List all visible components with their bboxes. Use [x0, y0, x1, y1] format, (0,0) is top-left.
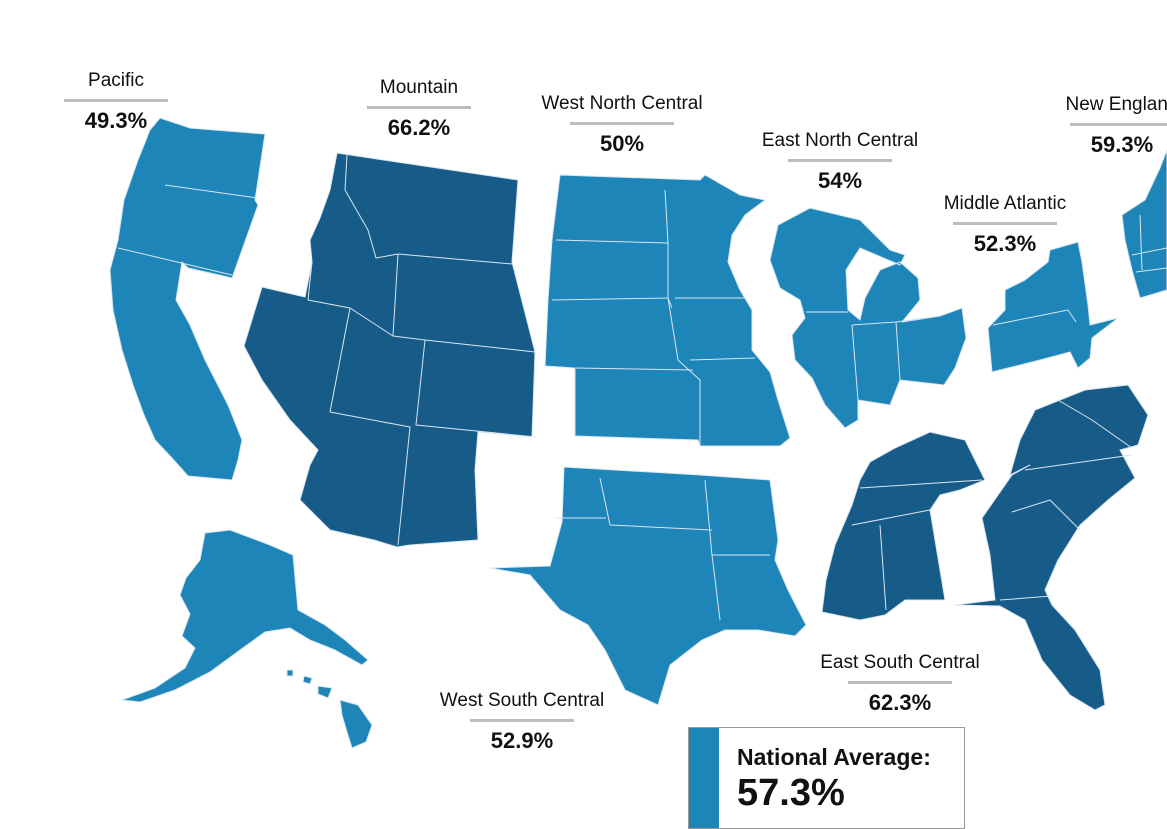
state-shape — [121, 529, 369, 703]
region-value: 54% — [817, 168, 863, 193]
divider — [953, 222, 1057, 225]
region-name: West North Central — [541, 93, 703, 114]
divider — [470, 719, 574, 722]
national-average-color-bar — [689, 728, 719, 828]
divider — [570, 122, 674, 125]
region-name: West South Central — [439, 690, 605, 711]
region-east-north-central — [769, 207, 967, 429]
region-value: 59.3% — [1090, 132, 1154, 157]
region-value: 52.9% — [490, 728, 554, 753]
divider — [367, 106, 471, 109]
region-value: 52.3% — [973, 231, 1037, 256]
region-name: Mountain — [379, 77, 459, 98]
region-value: 50% — [599, 131, 645, 156]
label-middle-atlantic: Middle Atlantic 52.3% — [925, 193, 1085, 257]
divider — [1070, 123, 1167, 126]
region-name: East South Central — [820, 652, 980, 673]
region-middle-atlantic — [987, 241, 1119, 373]
label-mountain: Mountain 66.2% — [359, 77, 479, 141]
state-shape — [987, 241, 1119, 373]
state-shape — [544, 174, 791, 447]
region-name: Pacific — [88, 70, 144, 91]
region-mountain — [243, 152, 537, 548]
state-shape — [243, 152, 536, 548]
region-value: 49.3% — [84, 108, 148, 133]
national-average-label: National Average: — [737, 744, 931, 770]
label-west-south-central: West South Central 52.9% — [422, 690, 622, 754]
region-value: 66.2% — [387, 115, 451, 140]
state-shape — [1121, 149, 1167, 299]
state-shape — [954, 384, 1149, 711]
region-name: New England — [1065, 94, 1167, 115]
region-east-south-central — [821, 431, 986, 621]
national-average-box: National Average: 57.3% — [688, 727, 965, 829]
label-east-south-central: East South Central 62.3% — [800, 652, 1000, 716]
state-shape — [109, 117, 266, 481]
label-east-north-central: East North Central 54% — [745, 130, 935, 194]
region-value: 62.3% — [868, 690, 932, 715]
region-south-atlantic — [954, 384, 1149, 711]
state-shape — [489, 466, 807, 706]
state-shape — [769, 207, 967, 429]
state-shape — [821, 431, 986, 621]
region-new-england — [1121, 149, 1167, 299]
state-shape — [286, 669, 373, 749]
divider — [848, 681, 952, 684]
region-west-south-central — [489, 466, 807, 706]
region-pacific — [109, 117, 373, 749]
divider — [788, 159, 892, 162]
label-west-north-central: West North Central 50% — [527, 93, 717, 157]
national-average-value: 57.3% — [737, 772, 845, 814]
region-west-north-central — [544, 174, 791, 447]
region-name: Middle Atlantic — [943, 193, 1067, 214]
divider — [64, 99, 168, 102]
region-name: East North Central — [761, 130, 919, 151]
label-pacific: Pacific 49.3% — [56, 70, 176, 134]
label-new-england: New England 59.3% — [1052, 94, 1167, 158]
